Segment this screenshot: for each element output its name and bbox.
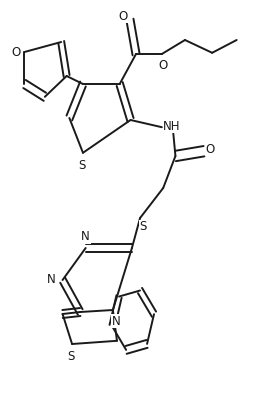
Text: O: O [159, 59, 168, 72]
Text: NH: NH [163, 120, 181, 132]
Text: O: O [205, 143, 215, 156]
Text: S: S [67, 350, 75, 362]
Text: N: N [47, 273, 55, 286]
Text: N: N [112, 315, 120, 328]
Text: O: O [119, 10, 128, 22]
Text: N: N [81, 230, 90, 243]
Text: S: S [139, 220, 147, 233]
Text: S: S [78, 159, 85, 172]
Text: O: O [11, 46, 20, 58]
